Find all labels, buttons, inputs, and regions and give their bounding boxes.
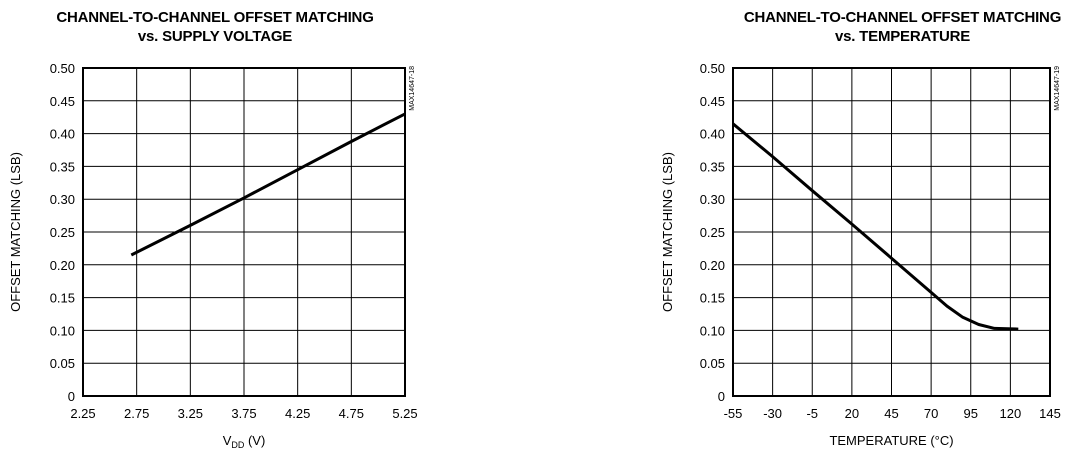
x-tick-label: 45	[884, 406, 898, 421]
chart-1-title: CHANNEL-TO-CHANNEL OFFSET MATCHING vs. S…	[50, 8, 380, 46]
y-tick-label: 0.25	[50, 225, 75, 240]
x-tick-label: 2.25	[70, 406, 95, 421]
y-tick-label: 0.05	[50, 356, 75, 371]
chart-1-offset-vs-supply: 2.25 2.75 3.25 3.75 4.25 4.75 5.25 0 0.05 0.10 0.1…	[8, 61, 418, 450]
y-tick-label: 0.45	[50, 94, 75, 109]
x-axis-label: VDD (V)	[223, 433, 266, 450]
y-axis-label: OFFSET MATCHING (LSB)	[660, 152, 675, 312]
y-tick-label: 0.25	[700, 225, 725, 240]
y-tick-label: 0.35	[700, 159, 725, 174]
plot-frame	[82, 67, 406, 397]
y-tick-label: 0.50	[50, 61, 75, 76]
x-tick-label: 120	[1000, 406, 1022, 421]
y-tick-label: 0.10	[50, 323, 75, 338]
x-tick-label: -55	[724, 406, 743, 421]
y-tick-label: 0.15	[700, 291, 725, 306]
chart-1-title-line1: CHANNEL-TO-CHANNEL OFFSET MATCHING	[56, 9, 374, 26]
x-tick-label: 2.75	[124, 406, 149, 421]
y-tick-label: 0.20	[700, 258, 725, 273]
y-tick-label: 0.15	[50, 291, 75, 306]
x-tick-label: -30	[763, 406, 782, 421]
figure-code: MAX14647-18	[409, 66, 416, 111]
y-tick-label: 0.40	[700, 127, 725, 142]
x-tick-label: 4.75	[339, 406, 364, 421]
y-tick-label: 0.20	[50, 258, 75, 273]
chart-2-title-line2: vs. TEMPERATURE	[834, 28, 971, 45]
y-tick-label: 0.35	[50, 159, 75, 174]
y-tick-label: 0	[68, 389, 75, 404]
x-tick-label: 70	[924, 406, 938, 421]
chart-2-offset-vs-temperature: -55 -30 -5 20 45 70 95 120 145 0 0.05 0.10 0.15 0.20 0…	[660, 61, 1061, 448]
data-series-line	[732, 122, 1019, 331]
x-tick-label: 5.25	[392, 406, 417, 421]
x-tick-label: 3.75	[231, 406, 256, 421]
y-tick-label: 0.05	[700, 356, 725, 371]
y-tick-label: 0.30	[700, 192, 725, 207]
y-tick-label: 0.40	[50, 127, 75, 142]
data-series-line	[130, 112, 406, 257]
x-tick-label: 4.25	[285, 406, 310, 421]
x-tick-label: 145	[1039, 406, 1061, 421]
x-axis-label: TEMPERATURE (°C)	[829, 433, 953, 448]
y-tick-label: 0.30	[50, 192, 75, 207]
figure-code: MAX14647-19	[1054, 66, 1061, 111]
y-axis-label: OFFSET MATCHING (LSB)	[8, 152, 23, 312]
y-tick-label: 0.50	[700, 61, 725, 76]
x-tick-label: 20	[845, 406, 859, 421]
x-tick-label: 95	[964, 406, 978, 421]
x-tick-label: -5	[806, 406, 818, 421]
y-tick-label: 0	[718, 389, 725, 404]
y-tick-label: 0.10	[700, 323, 725, 338]
chart-1-title-line2: vs. SUPPLY VOLTAGE	[137, 28, 293, 45]
chart-2-title-line1: CHANNEL-TO-CHANNEL OFFSET MATCHING	[743, 9, 1062, 26]
plot-frame	[732, 67, 1051, 397]
chart-2-title: CHANNEL-TO-CHANNEL OFFSET MATCHING vs. T…	[735, 8, 1070, 46]
y-tick-label: 0.45	[700, 94, 725, 109]
x-tick-label: 3.25	[178, 406, 203, 421]
